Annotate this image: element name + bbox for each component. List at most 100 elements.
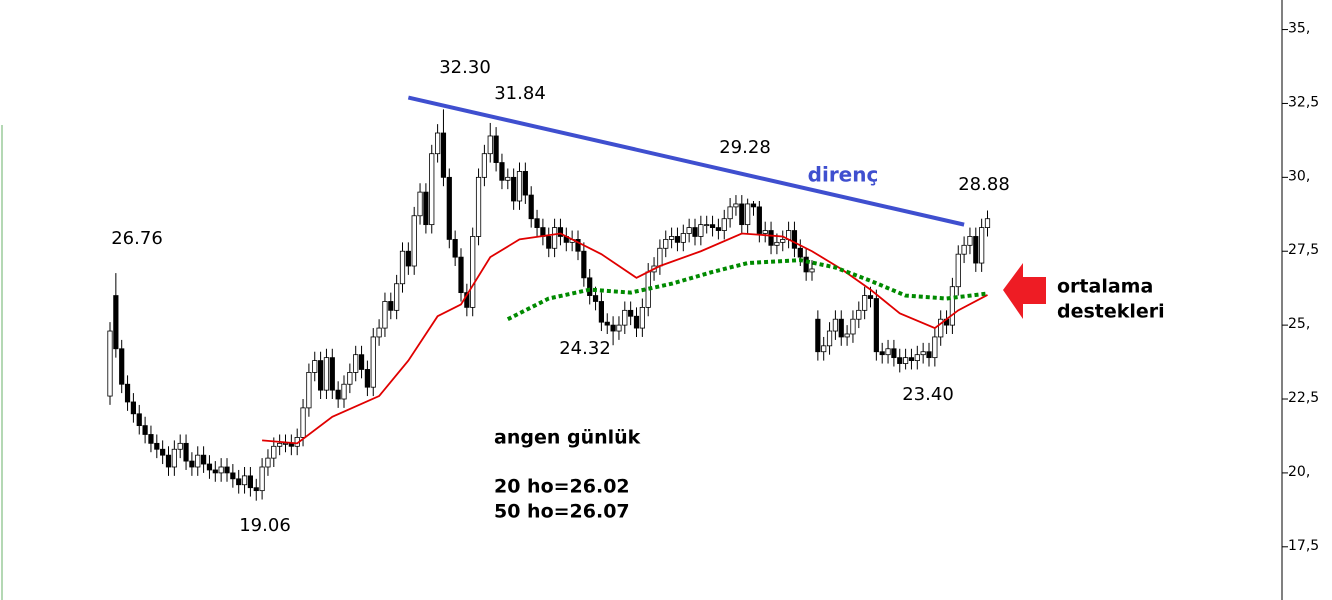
candle-body [405,250,411,267]
candle-body [329,357,335,391]
candle-body [862,295,868,311]
candle-body [832,318,839,332]
candle-body [680,233,686,243]
candle-body [657,247,663,267]
candle-body [815,318,821,353]
candle-body [195,454,201,468]
candle-body [487,135,493,155]
candle-body [434,132,441,155]
candle-body [300,407,306,438]
candle-body [148,434,154,444]
candle-body [903,357,909,364]
candle-body [534,218,540,228]
candle-body [165,454,172,468]
candle-body [171,448,177,468]
candle-body [733,203,739,208]
candle-body [686,227,692,234]
candle-body [663,239,669,249]
annotation: 19.06 [239,515,291,536]
annotation: 29.28 [719,137,771,158]
candle-body [984,218,991,228]
candle-body [317,360,324,391]
annotation: direnç [808,163,879,187]
candle-body [897,357,903,364]
y-tick-label: 30, [1288,168,1310,184]
annotation: 26.76 [111,228,163,249]
y-tick-label: 35, [1288,21,1310,37]
candle-body [587,277,593,296]
candle-body [955,253,961,288]
candle-body [797,247,803,258]
trend-line [407,95,965,227]
candle-body [709,224,716,228]
candle-body [218,466,224,474]
candle-body [557,227,564,237]
arrow [1003,263,1046,319]
annotation: 24.32 [559,338,611,359]
y-tick-label: 17,5 [1288,538,1319,554]
candle-body [598,301,605,323]
candle-body [247,475,253,489]
candle-body [335,389,341,400]
candle-body [475,176,482,237]
candle-body [926,351,932,359]
candle-body [622,309,628,326]
candle-body [516,171,523,202]
annotation: ortalama [1057,276,1153,298]
candle-body [440,132,447,178]
ma-label: 20 ho=26.02 [494,476,630,498]
candle-body [154,442,160,450]
candle-body [306,372,312,409]
candle-body [282,442,289,445]
candle-body [891,348,897,359]
candle-body [826,330,833,347]
candle-body [446,176,452,240]
candle-body [470,236,476,308]
y-tick-label: 27,5 [1288,242,1319,258]
candle-body [867,295,874,299]
candle-body [358,354,365,370]
candle-body [382,301,388,329]
candle-body [698,224,704,237]
annotation: 32.30 [439,57,491,78]
candle-body [669,236,675,240]
candle-body [721,218,727,231]
y-tick-label: 25, [1288,316,1310,332]
candle-body [277,442,283,447]
annotation: destekleri [1057,301,1165,323]
candle-body [745,203,751,226]
candle-body [552,227,558,249]
candle-body [949,286,956,326]
candle-body [200,454,207,465]
candle-body [353,354,359,373]
candle-body [399,250,406,285]
candle-body [692,227,698,237]
y-tick-label: 20, [1288,464,1310,480]
candle-body [739,203,745,226]
candle-body [212,469,218,474]
candle-body [183,442,189,462]
candle-body [592,295,599,302]
annotation: 28.88 [958,174,1010,195]
candle-body [241,475,248,486]
candle-body [791,230,798,249]
candle-body [528,194,534,220]
candle-body [838,318,844,338]
candle-body [914,354,920,361]
candle-body [780,239,786,243]
candle-body [124,383,131,403]
candle-body [756,206,762,234]
candle-body [230,472,236,480]
candle-body [628,309,634,317]
candle-body [493,135,499,163]
candle-body [803,256,809,273]
candle-body [376,327,382,338]
candle-body [394,283,400,311]
y-tick-label: 22,5 [1288,390,1319,406]
candle-body [347,372,353,385]
candle-body [423,191,429,226]
candle-body [388,301,394,311]
candle-body [809,268,815,273]
candle-body [879,351,885,356]
candle-body [575,239,581,252]
